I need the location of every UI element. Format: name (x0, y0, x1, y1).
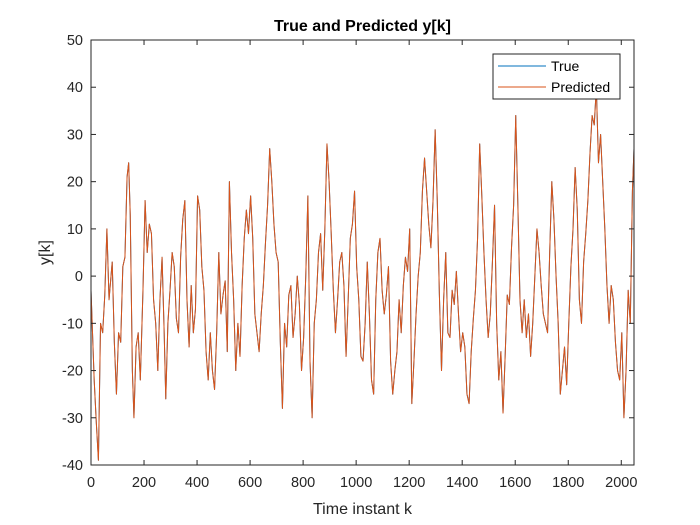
y-axis-label: y[k] (37, 240, 54, 265)
axes-box (90, 39, 635, 466)
y-tick-label--40: -40 (62, 458, 83, 474)
x-tick-label-1800: 1800 (552, 475, 584, 491)
y-tick-label-0: 0 (75, 269, 83, 285)
chart-title: True and Predicted y[k] (274, 18, 451, 35)
series-line-predicted (90, 86, 635, 461)
legend: True Predicted (492, 53, 621, 100)
x-tick-label-400: 400 (185, 475, 209, 491)
y-tick-label-10: 10 (67, 222, 83, 238)
x-tick-label-1400: 1400 (446, 475, 478, 491)
x-tick-label-2000: 2000 (605, 475, 637, 491)
legend-box (492, 53, 621, 100)
y-tick-label-30: 30 (67, 127, 83, 143)
y-tick-label-20: 20 (67, 175, 83, 191)
x-tick-label-800: 800 (291, 475, 315, 491)
legend-label-predicted: Predicted (551, 79, 610, 95)
x-axis-label: Time instant k (313, 501, 413, 518)
tick-layer: 0 200 400 600 800 1000 1200 1400 1600 1800 2000-40… (62, 33, 637, 491)
x-tick-label-1600: 1600 (499, 475, 531, 491)
series-layer (90, 86, 635, 461)
y-tick-label-40: 40 (67, 80, 83, 96)
x-tick-label-1200: 1200 (393, 475, 425, 491)
x-tick-label-0: 0 (87, 475, 95, 491)
x-tick-label-600: 600 (238, 475, 262, 491)
legend-label-true: True (551, 58, 579, 74)
y-tick-label--10: -10 (62, 316, 83, 332)
x-tick-label-200: 200 (132, 475, 156, 491)
plot-area (91, 40, 634, 465)
y-tick-label--20: -20 (62, 364, 83, 380)
x-tick-label-1000: 1000 (340, 475, 372, 491)
y-tick-label-50: 50 (67, 33, 83, 49)
y-tick-label--30: -30 (62, 411, 83, 427)
